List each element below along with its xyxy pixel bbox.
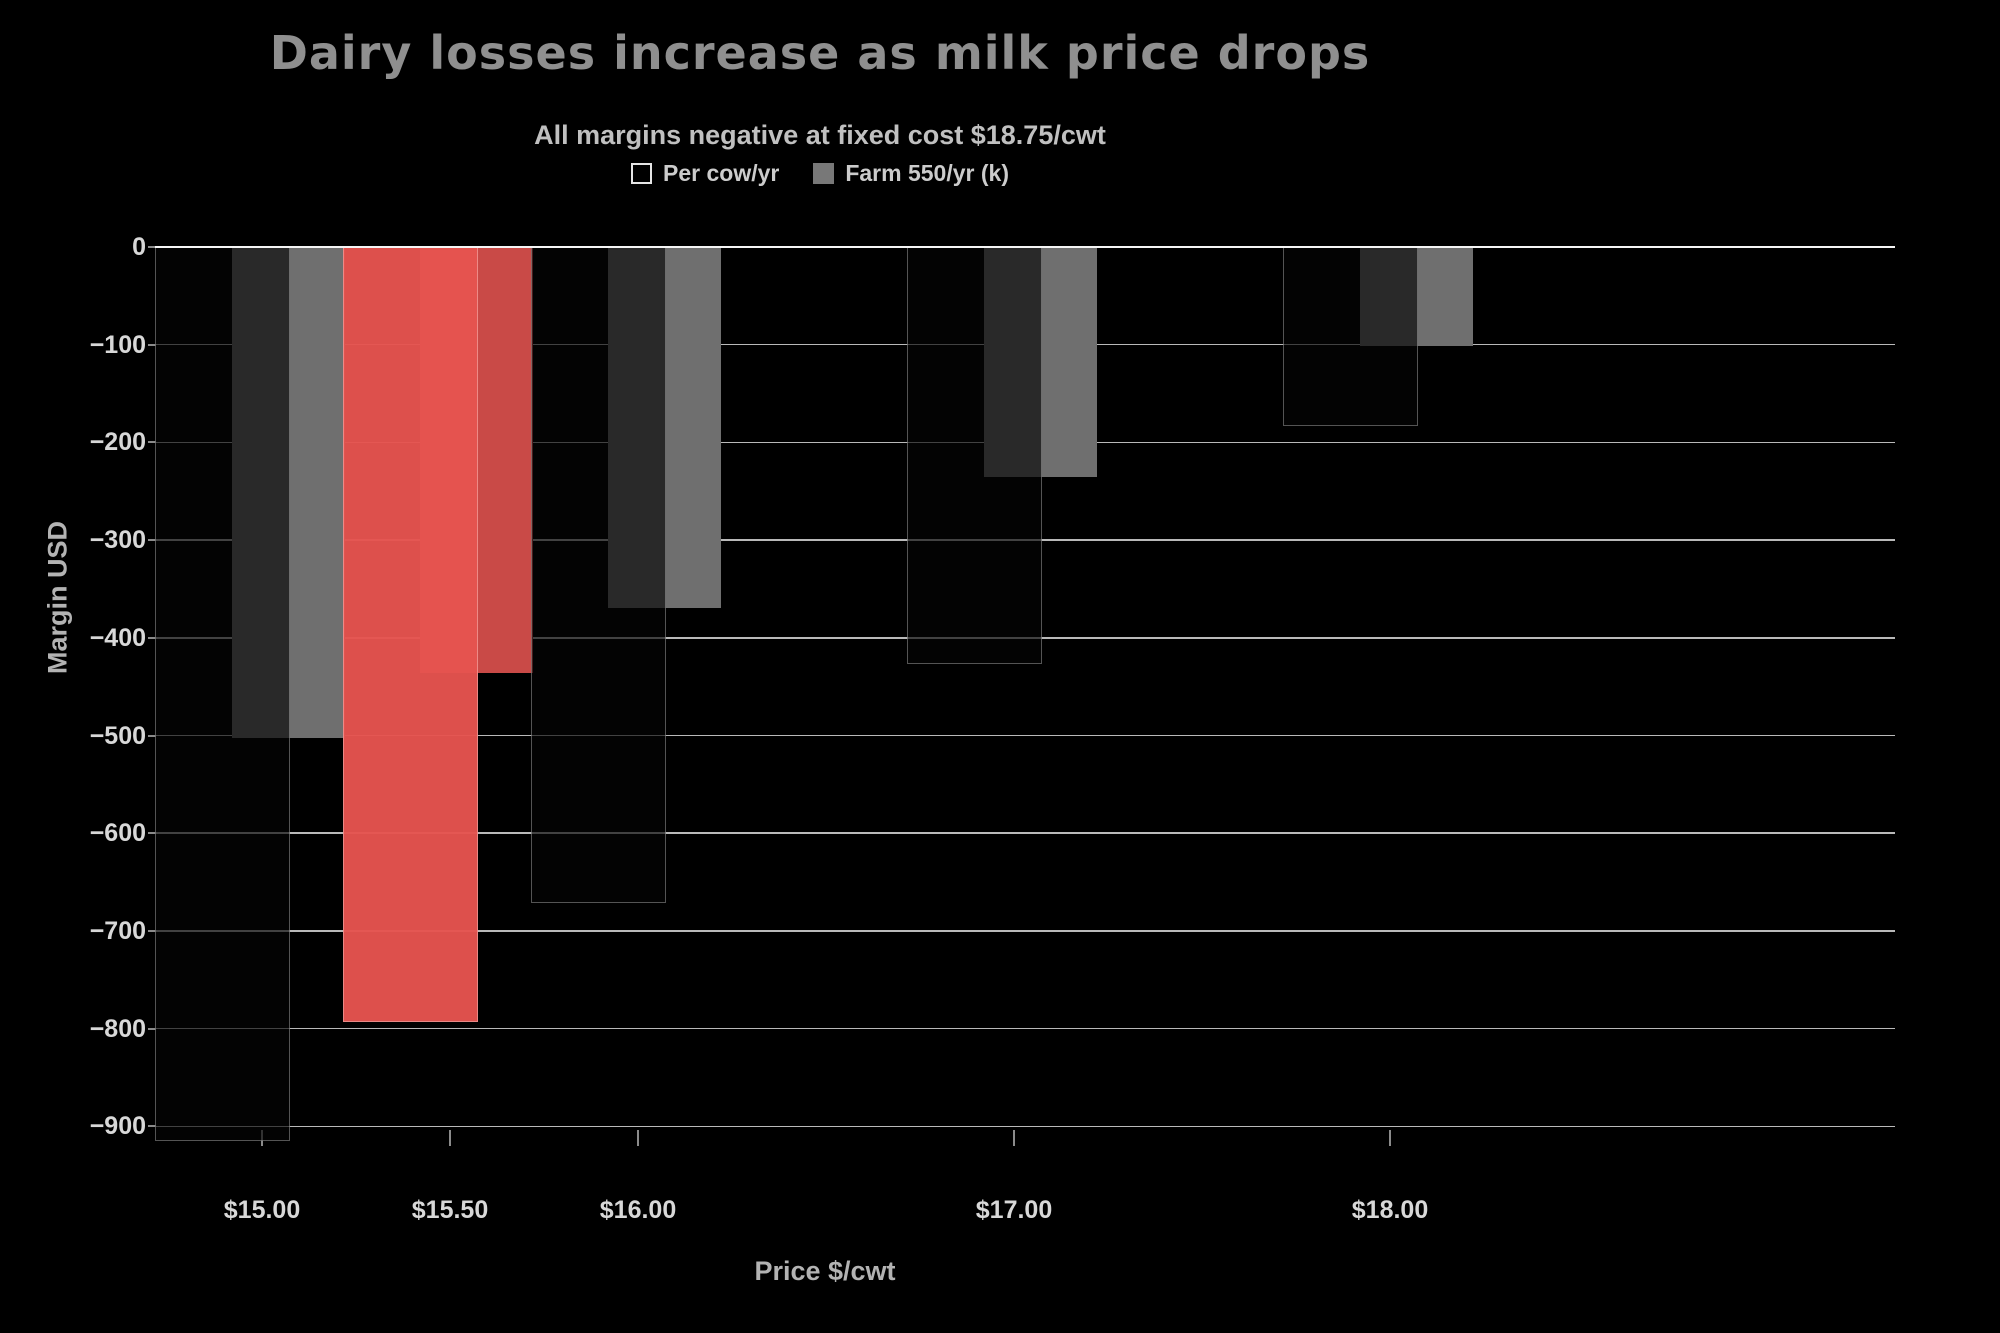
y-tick-mark <box>148 929 156 932</box>
legend-label-farm: Farm 550/yr (k) <box>845 160 1009 186</box>
gridline <box>155 1027 1895 1030</box>
y-tick-mark <box>148 1027 156 1030</box>
x-tick-label: $15.00 <box>223 1196 301 1224</box>
bar-per-cow-$18.00 <box>1283 247 1418 426</box>
x-tick-mark <box>1389 1130 1391 1146</box>
y-tick-mark <box>148 734 156 737</box>
y-tick-label: 0 <box>132 233 146 261</box>
legend-item-farm[interactable]: Farm 550/yr (k) <box>813 160 1009 187</box>
x-tick-label: $15.50 <box>411 1196 489 1224</box>
bar-per-cow-$17.00 <box>907 247 1042 665</box>
y-tick-label: −300 <box>89 526 146 555</box>
y-tick-label: −100 <box>89 330 146 359</box>
x-tick-mark <box>637 1130 639 1146</box>
y-tick-label: −900 <box>89 1112 146 1141</box>
gridline <box>155 734 1895 737</box>
x-tick-label: $16.00 <box>599 1196 677 1224</box>
y-tick-mark <box>148 1125 156 1128</box>
bar-per-cow-$16.00 <box>531 247 666 903</box>
legend-item-per-cow[interactable]: Per cow/yr <box>631 160 779 187</box>
gridline <box>155 832 1895 834</box>
x-tick-label: $17.00 <box>975 1196 1053 1224</box>
y-tick-mark <box>148 832 156 835</box>
y-tick-label: −200 <box>89 428 146 457</box>
x-tick-mark <box>449 1130 451 1146</box>
y-tick-mark <box>148 636 156 639</box>
gridline <box>155 1125 1895 1128</box>
gridline-zero <box>155 245 1895 249</box>
y-tick-label: −400 <box>89 623 146 652</box>
legend-label-per-cow: Per cow/yr <box>663 160 780 186</box>
y-tick-mark <box>148 441 156 444</box>
bar-per-cow-$15.50 <box>343 247 478 1022</box>
y-tick-label: −500 <box>89 721 146 750</box>
y-tick-mark <box>148 343 156 346</box>
y-tick-label: −800 <box>89 1014 146 1043</box>
bar-per-cow-$15.00 <box>155 247 290 1141</box>
x-tick-mark <box>1013 1130 1015 1146</box>
chart-title: Dairy losses increase as milk price drop… <box>269 26 1371 80</box>
legend-swatch-farm-icon <box>813 163 835 184</box>
x-tick-label: $18.00 <box>1351 1196 1429 1224</box>
legend-swatch-per-cow-icon <box>631 163 652 184</box>
legend: Per cow/yr Farm 550/yr (k) <box>0 160 1640 187</box>
y-tick-label: −600 <box>89 819 146 848</box>
y-tick-label: −700 <box>89 916 146 945</box>
x-axis-title: Price $/cwt <box>754 1256 896 1286</box>
chart-subtitle: All margins negative at fixed cost $18.7… <box>534 120 1106 150</box>
y-tick-mark <box>148 539 156 542</box>
y-axis-title: Margin USD <box>42 521 73 675</box>
gridline <box>155 930 1895 932</box>
y-tick-mark <box>148 246 156 248</box>
